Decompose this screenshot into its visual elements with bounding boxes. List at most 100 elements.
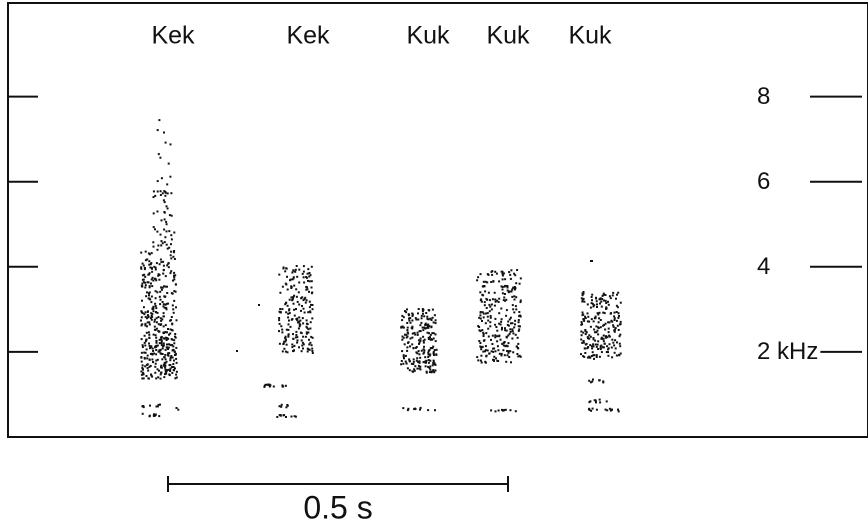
speckle bbox=[293, 284, 296, 287]
speckle bbox=[159, 258, 162, 261]
speckle bbox=[170, 238, 173, 241]
speckle bbox=[160, 366, 163, 369]
speckle bbox=[165, 308, 168, 311]
speckle bbox=[290, 415, 293, 418]
speckle bbox=[405, 333, 408, 336]
speckle bbox=[500, 328, 503, 331]
speckle bbox=[583, 319, 586, 322]
speckle bbox=[406, 329, 409, 331]
speckle bbox=[501, 274, 504, 277]
speckle bbox=[306, 326, 309, 329]
speckle bbox=[155, 307, 158, 310]
speckle bbox=[284, 384, 287, 387]
speckle bbox=[307, 279, 309, 282]
speckle bbox=[613, 329, 616, 332]
speckle bbox=[598, 311, 601, 314]
speckle bbox=[165, 205, 168, 208]
speckle bbox=[295, 288, 298, 291]
speckle bbox=[140, 370, 143, 373]
speckle bbox=[404, 360, 407, 363]
speckle bbox=[411, 327, 414, 330]
speckle bbox=[291, 343, 294, 346]
speckle bbox=[159, 190, 162, 193]
speckle bbox=[582, 341, 585, 344]
speckle bbox=[295, 295, 298, 298]
speckle bbox=[516, 353, 519, 355]
speckle bbox=[305, 319, 308, 322]
speckle bbox=[588, 408, 591, 411]
speckle bbox=[584, 315, 586, 318]
speckle bbox=[619, 320, 622, 323]
speckle bbox=[151, 307, 154, 310]
speckle bbox=[420, 314, 423, 317]
speckle bbox=[480, 348, 483, 351]
speckle bbox=[140, 373, 143, 376]
speckle bbox=[159, 373, 162, 376]
speckle bbox=[427, 323, 430, 326]
speckle bbox=[591, 347, 594, 350]
speckle bbox=[480, 361, 483, 364]
speckle bbox=[156, 190, 159, 193]
speckle bbox=[619, 323, 622, 326]
speckle bbox=[143, 268, 146, 271]
speckle bbox=[607, 347, 610, 350]
speckle bbox=[407, 341, 409, 344]
speckle bbox=[166, 264, 169, 267]
speckle bbox=[166, 292, 169, 294]
speckle bbox=[154, 228, 156, 231]
speckle bbox=[424, 356, 427, 359]
speckle bbox=[490, 350, 493, 353]
speckle bbox=[503, 285, 506, 288]
speckle bbox=[164, 285, 167, 288]
speckle bbox=[272, 385, 275, 388]
speckle bbox=[611, 356, 614, 359]
speckle bbox=[159, 303, 162, 306]
speckle bbox=[427, 318, 430, 321]
speckle bbox=[141, 368, 144, 371]
speckle bbox=[409, 345, 411, 348]
speckle bbox=[611, 338, 614, 341]
speckle bbox=[148, 273, 150, 276]
speckle bbox=[501, 326, 503, 329]
speckle bbox=[172, 345, 175, 348]
speckle bbox=[407, 332, 410, 335]
speckle bbox=[507, 291, 510, 294]
speckle bbox=[411, 370, 414, 373]
speckle bbox=[142, 373, 145, 376]
speckle bbox=[605, 351, 608, 353]
speckle bbox=[597, 340, 600, 343]
speckle bbox=[581, 299, 584, 302]
speckle bbox=[428, 309, 431, 312]
speckle bbox=[604, 294, 607, 296]
speckle bbox=[151, 358, 154, 361]
speckle bbox=[148, 285, 151, 288]
speckle bbox=[144, 281, 147, 284]
speckle bbox=[160, 364, 163, 367]
speckle bbox=[513, 288, 516, 291]
speckle bbox=[155, 339, 158, 342]
speckle bbox=[292, 333, 294, 336]
speckle bbox=[617, 312, 620, 315]
speckle bbox=[517, 355, 520, 358]
speckle bbox=[580, 323, 583, 326]
speckle bbox=[160, 288, 163, 291]
speckle bbox=[517, 329, 520, 332]
speckle bbox=[509, 328, 512, 331]
speckle bbox=[597, 321, 600, 324]
speckle bbox=[493, 355, 496, 358]
speckle bbox=[158, 263, 161, 266]
speckle bbox=[170, 355, 173, 357]
speckle bbox=[279, 308, 282, 310]
speckle bbox=[278, 273, 281, 276]
speckle bbox=[432, 321, 435, 324]
speckle bbox=[498, 335, 501, 338]
speckle bbox=[310, 335, 313, 338]
speckle bbox=[152, 241, 155, 244]
speckle bbox=[148, 263, 151, 266]
speckle bbox=[595, 325, 598, 328]
speckle bbox=[484, 350, 486, 353]
speckle bbox=[414, 365, 417, 368]
speckle bbox=[596, 312, 599, 315]
speckle bbox=[164, 366, 167, 369]
